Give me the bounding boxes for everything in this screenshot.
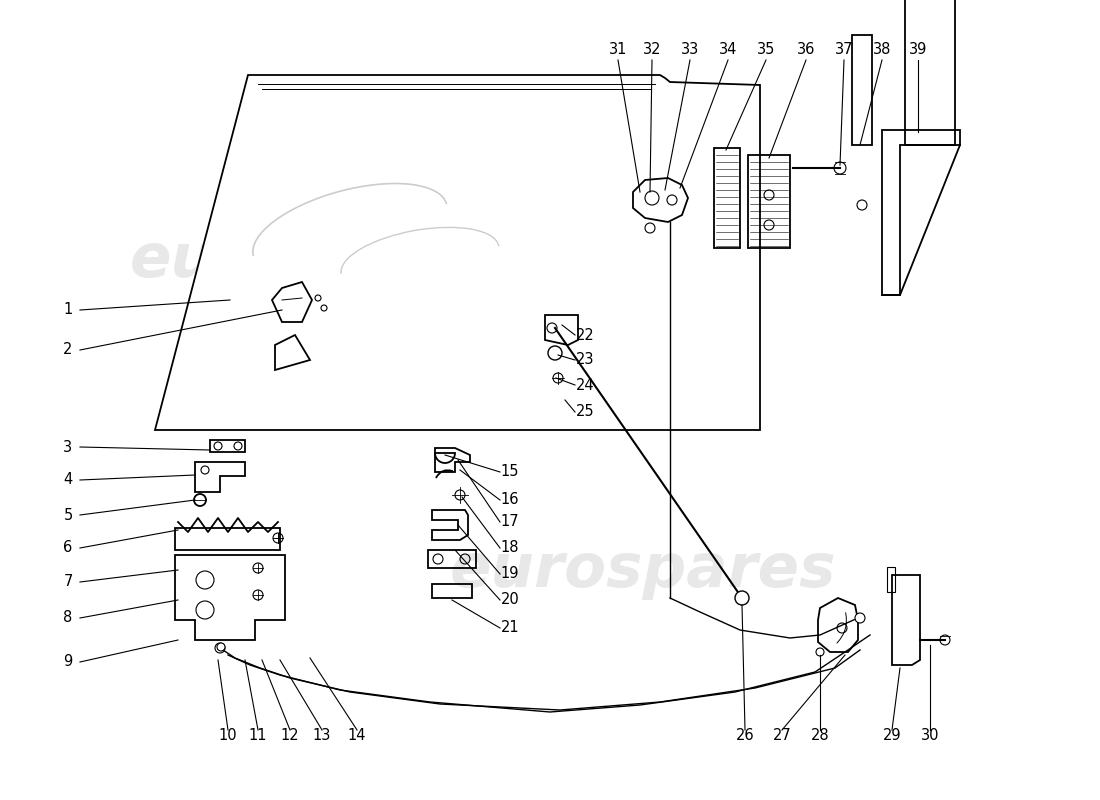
Text: 31: 31 xyxy=(608,42,627,58)
Text: 15: 15 xyxy=(500,465,519,479)
Text: 24: 24 xyxy=(575,378,594,393)
Text: 29: 29 xyxy=(882,727,901,742)
Text: 2: 2 xyxy=(64,342,73,358)
Text: 10: 10 xyxy=(219,727,238,742)
Text: 5: 5 xyxy=(64,507,73,522)
Text: 35: 35 xyxy=(757,42,776,58)
Text: 38: 38 xyxy=(872,42,891,58)
Text: 3: 3 xyxy=(64,439,73,454)
Bar xyxy=(432,584,472,598)
Bar xyxy=(175,528,280,550)
Text: 11: 11 xyxy=(249,727,267,742)
Text: eurospares: eurospares xyxy=(450,541,836,599)
Text: 28: 28 xyxy=(811,727,829,742)
Bar xyxy=(852,35,872,145)
Bar xyxy=(210,440,245,452)
Text: 9: 9 xyxy=(64,654,73,670)
Text: 33: 33 xyxy=(681,42,700,58)
Circle shape xyxy=(645,223,654,233)
Text: eurospares: eurospares xyxy=(130,230,517,290)
Circle shape xyxy=(855,613,865,623)
Text: 20: 20 xyxy=(500,593,519,607)
Text: 19: 19 xyxy=(500,566,519,582)
Text: 4: 4 xyxy=(64,473,73,487)
Circle shape xyxy=(735,591,749,605)
Text: 13: 13 xyxy=(312,727,331,742)
Polygon shape xyxy=(155,75,760,430)
Circle shape xyxy=(548,346,562,360)
Text: 7: 7 xyxy=(64,574,73,590)
Bar xyxy=(428,550,476,568)
Text: 30: 30 xyxy=(921,727,939,742)
Text: 8: 8 xyxy=(64,610,73,626)
Text: 32: 32 xyxy=(642,42,661,58)
Text: 18: 18 xyxy=(500,541,519,555)
Text: 26: 26 xyxy=(736,727,755,742)
Text: 12: 12 xyxy=(280,727,299,742)
Text: 39: 39 xyxy=(909,42,927,58)
Text: 6: 6 xyxy=(64,541,73,555)
Text: 25: 25 xyxy=(575,405,594,419)
Text: 14: 14 xyxy=(348,727,366,742)
Text: 34: 34 xyxy=(718,42,737,58)
Bar xyxy=(905,0,955,145)
Text: 23: 23 xyxy=(575,353,594,367)
Bar xyxy=(887,567,895,592)
Text: 16: 16 xyxy=(500,493,519,507)
Text: 22: 22 xyxy=(575,327,594,342)
Text: 21: 21 xyxy=(500,621,519,635)
Text: 17: 17 xyxy=(500,514,519,530)
Circle shape xyxy=(217,643,226,651)
Text: 37: 37 xyxy=(835,42,854,58)
Text: 36: 36 xyxy=(796,42,815,58)
Text: 1: 1 xyxy=(64,302,73,318)
Text: 27: 27 xyxy=(772,727,791,742)
